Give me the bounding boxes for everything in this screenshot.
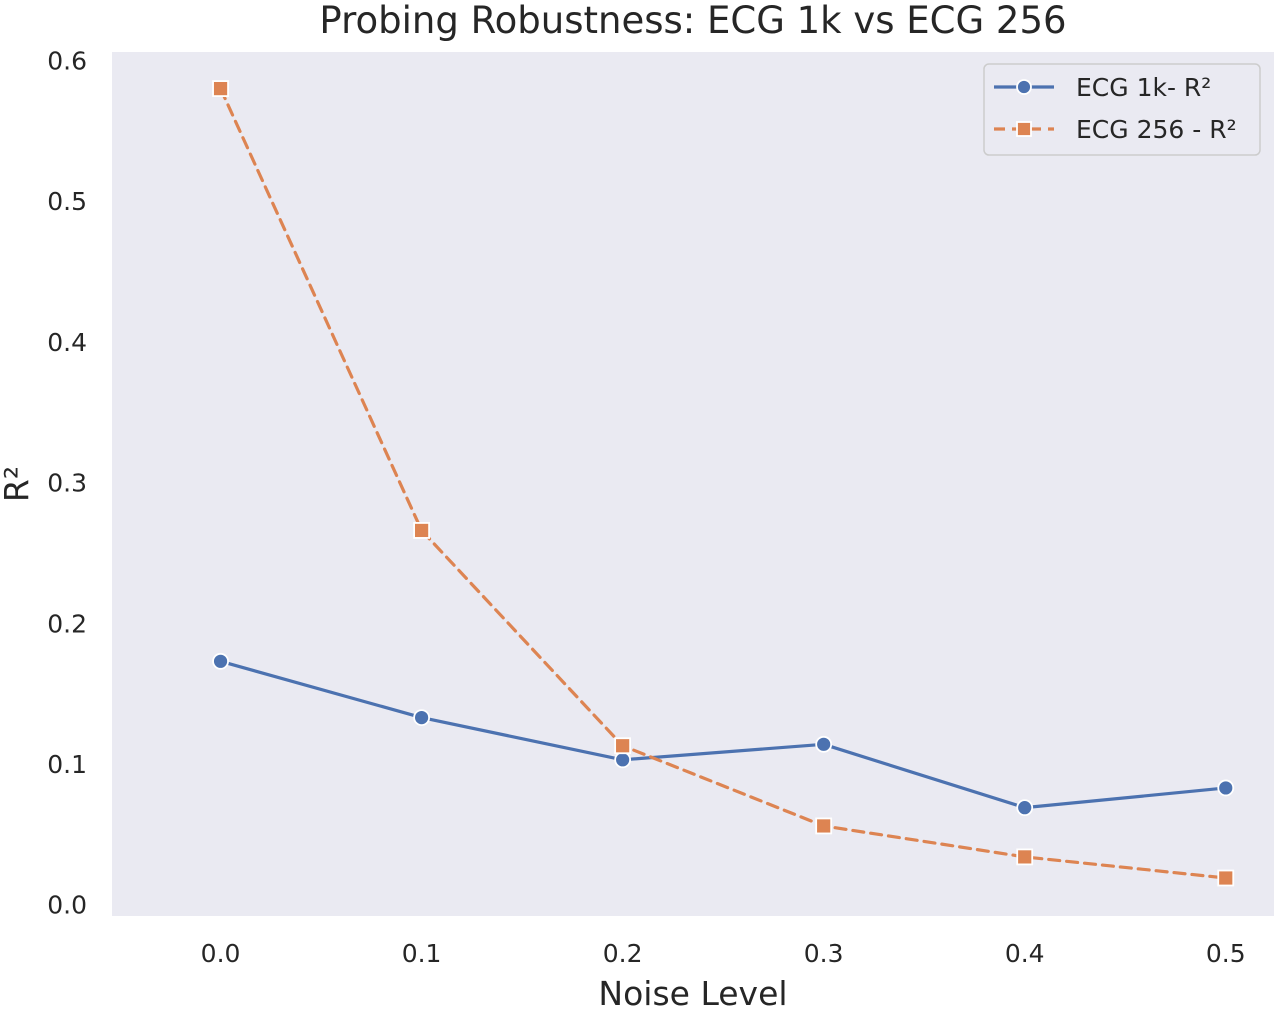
data-point-ecg-1k	[1016, 799, 1034, 817]
data-point-ecg-256	[1217, 869, 1235, 887]
x-tick-label: 0.2	[603, 939, 643, 968]
plot-area	[112, 52, 1274, 916]
legend-marker-ecg-256	[1016, 121, 1032, 137]
x-axis-label: Noise Level	[598, 974, 787, 1012]
series-line-ecg-256	[218, 86, 1228, 880]
chart-title: Probing Robustness: ECG 1k vs ECG 256	[319, 0, 1066, 42]
legend-label-ecg-1k: ECG 1k- R²	[1076, 73, 1211, 102]
x-tick-label: 0.3	[804, 939, 844, 968]
data-point-ecg-1k	[413, 709, 430, 726]
y-tick-label: 0.6	[47, 46, 87, 75]
y-tick-label: 0.4	[47, 328, 87, 357]
x-tick-label: 0.0	[201, 939, 241, 968]
data-point-ecg-256	[413, 522, 430, 539]
y-tick-label: 0.5	[47, 187, 87, 216]
data-point-ecg-1k	[212, 652, 229, 670]
data-point-ecg-256	[212, 80, 229, 97]
y-tick-label: 0.0	[47, 891, 87, 920]
legend-label-ecg-256: ECG 256 - R²	[1076, 115, 1237, 144]
data-point-ecg-256	[614, 737, 632, 755]
series-ecg-256	[212, 80, 1235, 887]
legend: ECG 1k- R² ECG 256 - R²	[983, 63, 1261, 156]
x-tick-label: 0.4	[1005, 939, 1045, 968]
x-tick-label: 0.5	[1206, 939, 1246, 968]
data-point-ecg-256	[1016, 848, 1034, 866]
data-point-ecg-1k	[1217, 779, 1235, 797]
y-axis-label: R²	[0, 466, 36, 502]
data-point-ecg-1k	[815, 735, 833, 753]
x-axis-ticks: 0.0 0.1 0.2 0.3 0.4 0.5	[201, 939, 1246, 968]
series-line-ecg-1k	[218, 659, 1228, 810]
series-layer	[212, 80, 1235, 887]
y-tick-label: 0.1	[47, 750, 87, 779]
y-tick-label: 0.2	[47, 609, 87, 638]
series-ecg-1k	[212, 652, 1235, 817]
data-point-ecg-256	[815, 817, 833, 835]
y-tick-label: 0.3	[47, 469, 87, 498]
legend-marker-ecg-1k	[1016, 79, 1032, 95]
y-axis-ticks: 0.0 0.1 0.2 0.3 0.4 0.5 0.6	[47, 46, 87, 919]
x-tick-label: 0.1	[402, 939, 442, 968]
data-point-ecg-1k	[614, 751, 632, 769]
